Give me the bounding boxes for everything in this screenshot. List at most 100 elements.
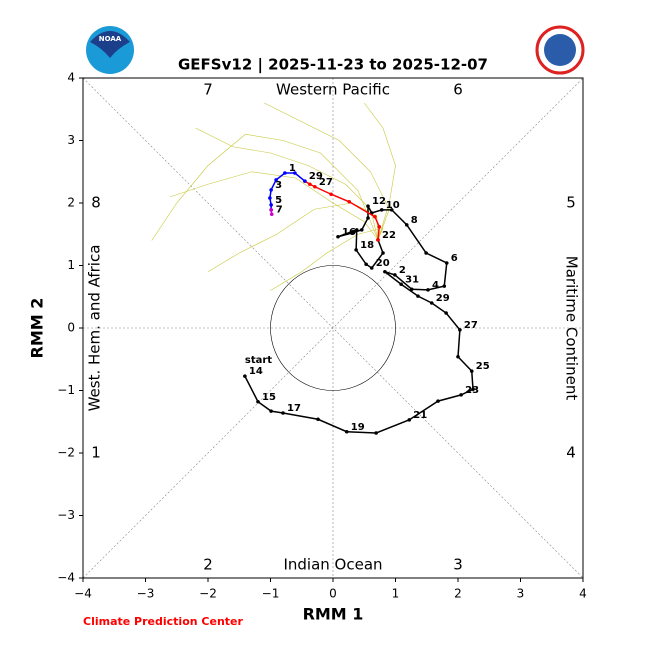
point-label: 22	[382, 230, 396, 241]
point-label: 20	[376, 258, 390, 269]
unit-circle	[270, 265, 396, 391]
track-point	[469, 369, 474, 373]
track-point	[359, 228, 364, 232]
region-label: Indian Ocean	[283, 556, 382, 574]
track-point	[329, 192, 333, 197]
track-point	[381, 251, 385, 255]
track-point	[471, 387, 475, 392]
track-point	[316, 417, 320, 422]
track-point	[456, 354, 460, 359]
track-point	[256, 399, 260, 404]
y-tick-label: −4	[57, 571, 75, 585]
track-point	[349, 231, 354, 235]
point-label: 3	[275, 180, 282, 191]
noaa-logo: NOAA	[86, 26, 134, 74]
track-point	[366, 204, 370, 208]
point-label: 29	[309, 171, 323, 182]
track-point	[379, 208, 384, 212]
track-point	[366, 216, 370, 220]
track-point	[293, 171, 297, 175]
track-point	[376, 238, 380, 242]
point-label: 21	[413, 410, 427, 421]
point-label: 31	[405, 274, 419, 285]
phase-label: 7	[203, 81, 213, 99]
footer: Climate Prediction Center	[83, 615, 243, 628]
phase-label: 2	[203, 556, 213, 574]
point-label: 16	[342, 227, 356, 238]
point-label: 10	[386, 200, 400, 211]
point-label: 2	[399, 265, 406, 276]
point-label: 29	[436, 293, 450, 304]
track-point	[281, 411, 285, 415]
y-axis-label: RMM 2	[28, 298, 47, 359]
track-line	[244, 205, 474, 434]
logo-text: NOAA	[99, 35, 122, 43]
y-tick-label: 3	[67, 133, 75, 147]
track-point	[416, 294, 420, 298]
track-point	[269, 208, 273, 212]
track-point	[409, 287, 414, 292]
ensemble-line	[264, 102, 390, 240]
point-label: 27	[319, 177, 333, 188]
x-tick-label: 4	[579, 587, 587, 601]
start-label: start	[245, 355, 272, 366]
x-tick-label: −3	[137, 587, 155, 601]
point-label: 14	[249, 366, 263, 377]
point-label: 1	[289, 163, 296, 174]
track-point	[303, 179, 307, 183]
ensemble-line	[364, 102, 396, 240]
region-label: Western Pacific	[276, 81, 390, 99]
track-point	[377, 224, 382, 229]
track-point	[354, 228, 359, 232]
x-axis-label: RMM 1	[303, 605, 364, 624]
region-label: West. Hem. and Africa	[86, 245, 104, 412]
point-label: 17	[287, 403, 301, 414]
track-point	[459, 393, 463, 397]
x-tick-label: −4	[74, 587, 92, 601]
track-point	[444, 261, 449, 265]
y-tick-label: −3	[57, 508, 75, 522]
y-tick-label: −2	[57, 446, 75, 460]
track-point	[336, 234, 340, 239]
track-point	[373, 214, 377, 219]
point-label: 18	[360, 240, 374, 251]
point-label: 5	[275, 195, 282, 206]
phase-label: 8	[91, 194, 101, 212]
track-point	[269, 188, 273, 192]
track-point	[347, 199, 352, 204]
track-point	[374, 431, 378, 435]
nws-logo	[535, 25, 585, 75]
x-tick-label: −1	[262, 587, 280, 601]
ensemble-line	[207, 202, 379, 273]
track-point	[369, 266, 374, 270]
track-point	[442, 284, 447, 288]
phase-label: 6	[453, 81, 463, 99]
point-label: 25	[476, 361, 490, 372]
track-point	[308, 182, 312, 187]
ensemble-line	[151, 133, 379, 241]
phase-label: 4	[566, 444, 576, 462]
x-tick-label: 1	[392, 587, 400, 601]
track-point	[383, 269, 387, 274]
point-label: 8	[411, 215, 418, 226]
track-point	[354, 248, 358, 252]
track-point	[283, 171, 287, 175]
track-point	[243, 374, 247, 378]
track-point	[424, 251, 428, 255]
phase-label: 1	[91, 444, 101, 462]
track-point	[458, 328, 462, 332]
point-label: 19	[351, 422, 365, 433]
track-point	[389, 208, 394, 212]
track-point	[274, 178, 278, 182]
point-label: 12	[372, 196, 386, 207]
x-tick-label: 0	[329, 587, 337, 601]
x-tick-label: 3	[517, 587, 525, 601]
point-label: 4	[432, 280, 439, 291]
track-point	[429, 301, 434, 305]
phase-label: 3	[453, 556, 463, 574]
track-point	[444, 311, 448, 315]
point-label: 15	[262, 392, 276, 403]
y-tick-label: 2	[67, 196, 75, 210]
phase-label: 5	[566, 194, 576, 212]
